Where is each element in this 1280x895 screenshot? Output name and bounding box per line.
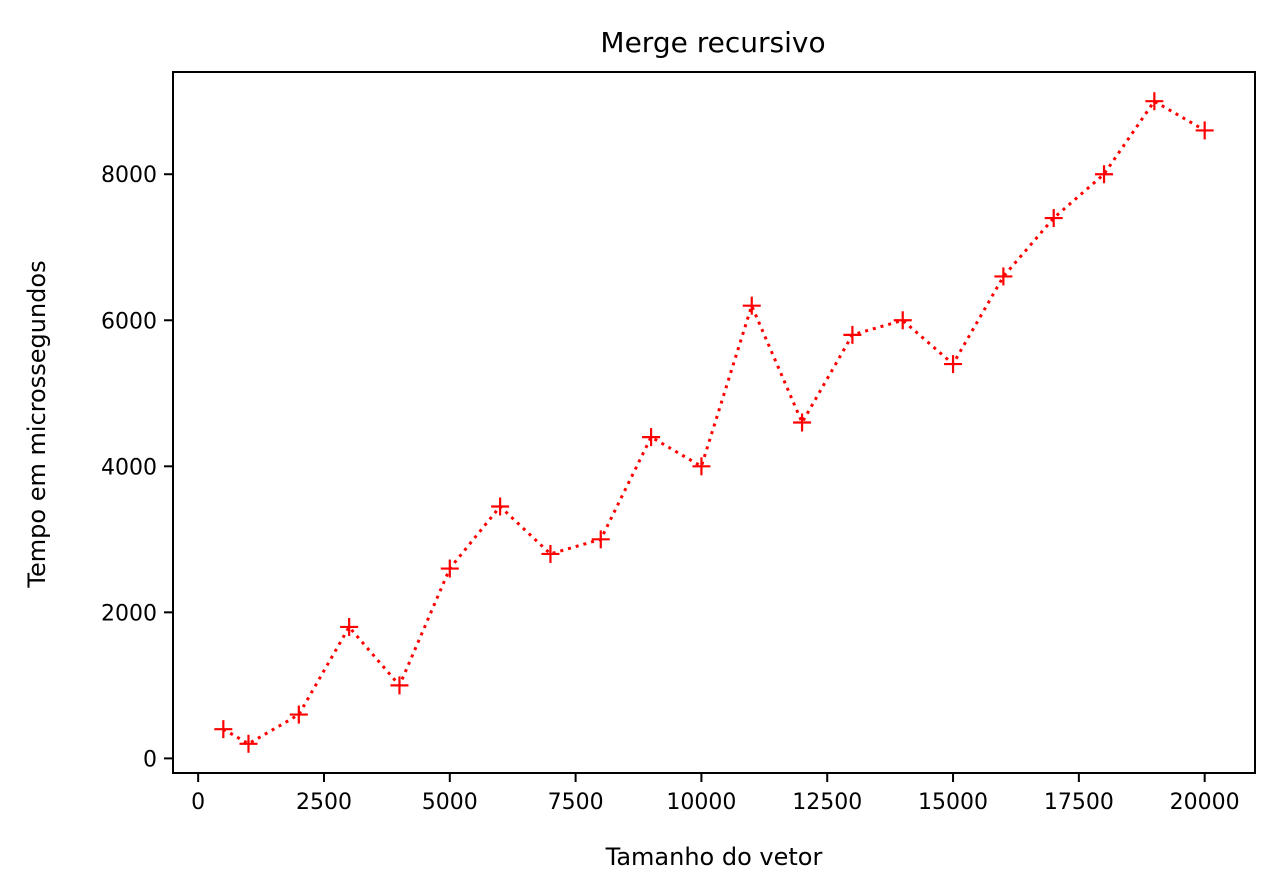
x-axis-ticks: 0 2500 5000 7500 10000 12500 15000 17500 20000 [191,773,1240,815]
data-point-marker [214,720,233,739]
data-point-marker [793,413,812,432]
x-tick-label: 12500 [792,790,862,815]
y-axis-title: Tempo em microssegundos [23,260,51,588]
data-point-marker [1044,209,1063,228]
x-tick-label: 7500 [548,790,604,815]
data-point-marker [440,559,459,578]
data-point-marker [340,617,359,636]
x-tick-label: 17500 [1044,790,1114,815]
x-axis-title: Tamanho do vetor [605,843,823,871]
y-tick-label: 2000 [101,601,157,626]
y-axis-ticks: 0 2000 4000 6000 8000 [101,163,173,772]
data-point-marker [1145,92,1164,111]
y-tick-label: 0 [143,747,157,772]
data-point-marker [642,428,661,447]
data-point-marker [944,355,963,374]
data-point-marker [491,497,510,516]
x-tick-label: 0 [191,790,205,815]
data-point-marker [893,311,912,330]
x-tick-label: 20000 [1170,790,1240,815]
data-point-marker [742,296,761,315]
data-point-marker [1195,121,1214,140]
plot-frame [172,71,1256,774]
series-layer [214,92,1214,753]
chart-title: Merge recursivo [600,26,825,59]
x-tick-label: 10000 [666,790,736,815]
y-tick-label: 8000 [101,163,157,188]
data-point-marker [239,734,258,753]
x-tick-label: 5000 [422,790,478,815]
data-point-marker [390,676,409,695]
data-point-marker [692,457,711,476]
x-tick-label: 15000 [918,790,988,815]
data-point-marker [1095,165,1114,184]
series-line [222,99,1206,746]
data-point-marker [541,544,560,563]
x-tick-label: 2500 [296,790,352,815]
data-point-marker [591,530,610,549]
data-point-marker [289,705,308,724]
y-tick-label: 4000 [101,455,157,480]
data-point-marker [994,267,1013,286]
data-point-marker [843,325,862,344]
y-tick-label: 6000 [101,309,157,334]
